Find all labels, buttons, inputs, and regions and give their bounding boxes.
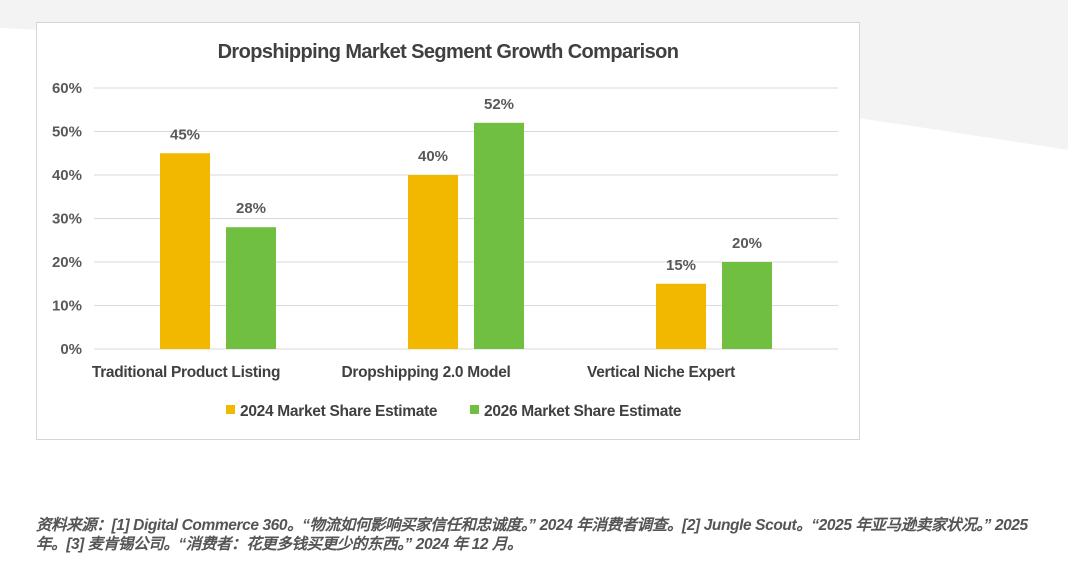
bars — [160, 122, 772, 349]
y-tick-label: 60% — [52, 80, 82, 97]
bar-2026-3 — [722, 262, 772, 349]
y-tick-label: 20% — [52, 254, 82, 271]
legend-label: 2024 Market Share Estimate — [240, 403, 438, 420]
category-label: Vertical Niche Expert — [587, 364, 735, 381]
legend-swatch — [470, 405, 479, 414]
x-axis-categories: Traditional Product Listing Dropshipping … — [92, 364, 736, 381]
data-label: 40% — [418, 148, 448, 165]
data-labels: 45% 28% 40% 52% 15% 20% — [170, 96, 762, 274]
bar-2026-2 — [474, 122, 524, 349]
data-label: 45% — [170, 126, 200, 143]
legend-label: 2026 Market Share Estimate — [484, 403, 682, 420]
y-axis-ticks: 0% 10% 20% 30% 40% 50% 60% — [52, 80, 82, 358]
legend: 2024 Market Share Estimate 2026 Market Sh… — [226, 403, 682, 420]
y-tick-label: 30% — [52, 211, 82, 228]
data-label: 15% — [666, 257, 696, 274]
bar-2024-1 — [160, 153, 210, 349]
category-label: Traditional Product Listing — [92, 364, 280, 381]
y-tick-label: 50% — [52, 124, 82, 141]
source-note: 资料来源：[1] Digital Commerce 360。“物流如何影响买家信… — [36, 517, 1028, 553]
y-tick-label: 0% — [60, 341, 82, 358]
data-label: 20% — [732, 235, 762, 252]
y-tick-label: 10% — [52, 298, 82, 315]
bar-2024-3 — [656, 283, 706, 349]
y-tick-label: 40% — [52, 167, 82, 184]
chart-title: Dropshipping Market Segment Growth Compa… — [218, 41, 679, 63]
bar-2026-1 — [226, 227, 276, 349]
bar-2024-2 — [408, 175, 458, 349]
gridlines — [94, 87, 838, 350]
data-label: 52% — [484, 96, 514, 113]
data-label: 28% — [236, 200, 266, 217]
legend-swatch — [226, 405, 235, 414]
category-label: Dropshipping 2.0 Model — [341, 364, 510, 381]
